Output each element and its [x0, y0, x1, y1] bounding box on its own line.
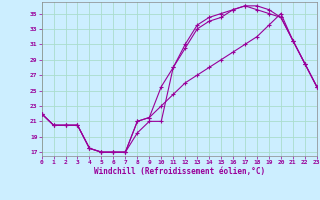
X-axis label: Windchill (Refroidissement éolien,°C): Windchill (Refroidissement éolien,°C): [94, 167, 265, 176]
